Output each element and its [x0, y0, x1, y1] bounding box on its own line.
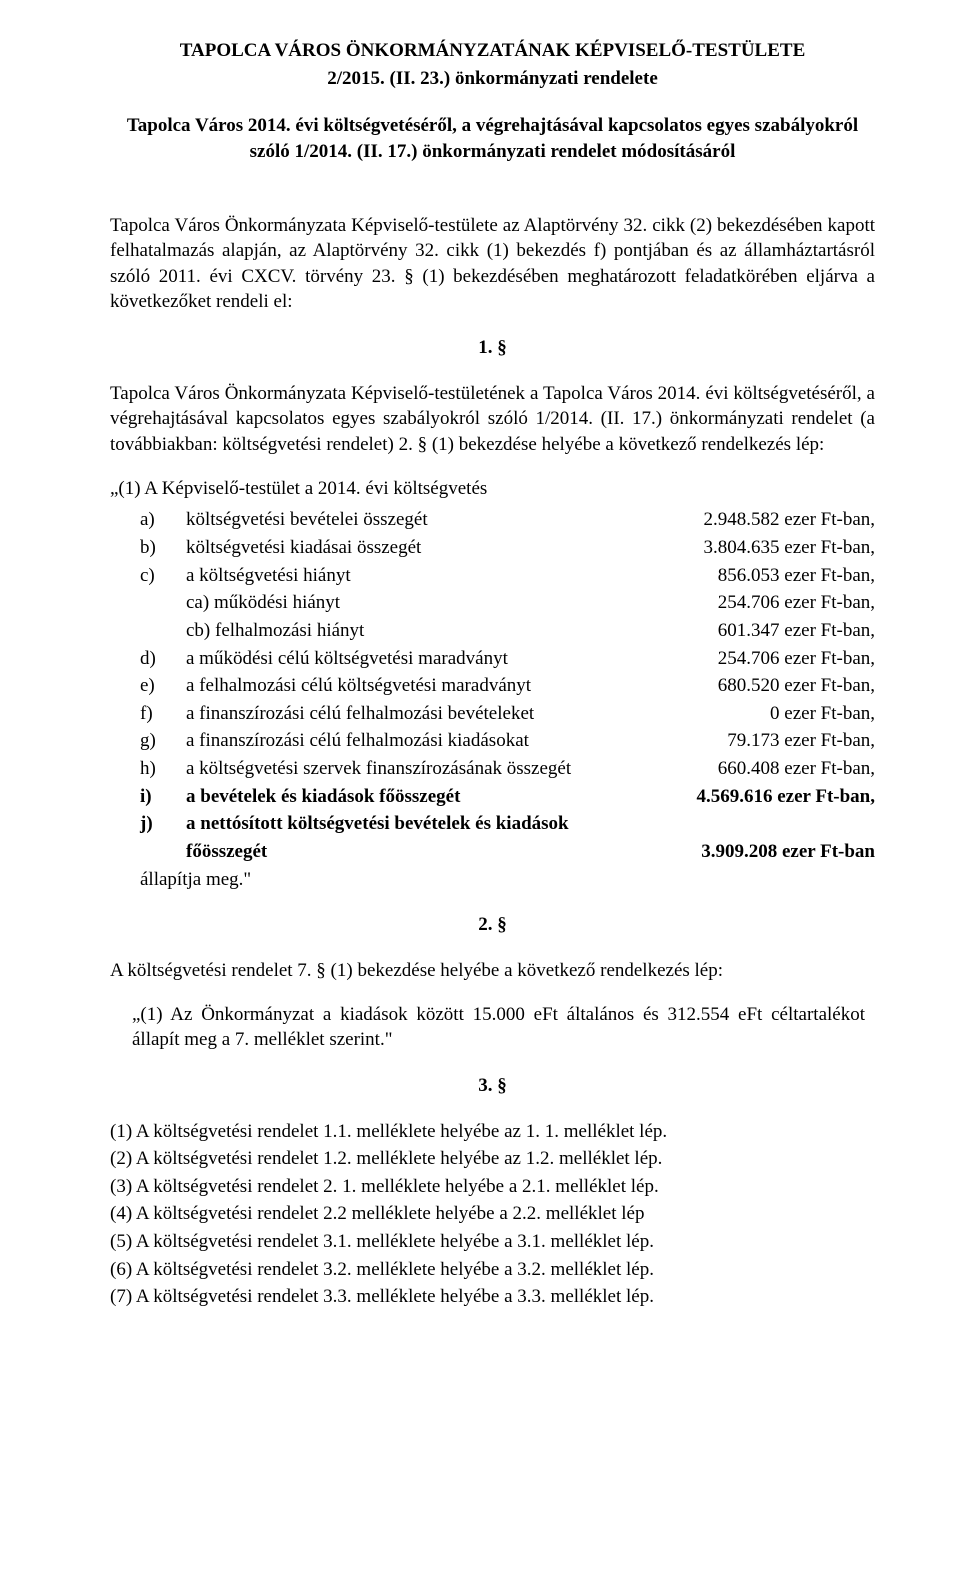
- row-letter: d): [110, 646, 186, 672]
- row-value: 680.520 ezer Ft-ban,: [657, 673, 875, 699]
- row-value: 2.948.582 ezer Ft-ban,: [657, 507, 875, 533]
- row-value: 254.706 ezer Ft-ban,: [657, 590, 875, 616]
- row-desc: ca) működési hiányt: [186, 590, 657, 616]
- row-letter: f): [110, 701, 186, 727]
- row-letter: j): [110, 811, 186, 837]
- budget-row: cb) felhalmozási hiányt601.347 ezer Ft-b…: [110, 618, 875, 644]
- section-1-list-intro: „(1) A Képviselő-testület a 2014. évi kö…: [110, 476, 875, 502]
- budget-row: h)a költségvetési szervek finanszírozásá…: [110, 756, 875, 782]
- attachment-line: (7) A költségvetési rendelet 3.3. mellék…: [110, 1284, 875, 1310]
- budget-list: a)költségvetési bevételei összegét2.948.…: [110, 507, 875, 864]
- attachment-list: (1) A költségvetési rendelet 1.1. mellék…: [110, 1119, 875, 1310]
- row-desc: a bevételek és kiadások főösszegét: [186, 784, 657, 810]
- attachment-line: (5) A költségvetési rendelet 3.1. mellék…: [110, 1229, 875, 1255]
- row-desc: a finanszírozási célú felhalmozási bevét…: [186, 701, 657, 727]
- budget-row: ca) működési hiányt254.706 ezer Ft-ban,: [110, 590, 875, 616]
- row-letter: c): [110, 563, 186, 589]
- row-value: 79.173 ezer Ft-ban,: [657, 728, 875, 754]
- section-2-num: 2. §: [110, 912, 875, 938]
- budget-row: f)a finanszírozási célú felhalmozási bev…: [110, 701, 875, 727]
- preamble: Tapolca Város Önkormányzata Képviselő-te…: [110, 213, 875, 316]
- budget-row: c)a költségvetési hiányt856.053 ezer Ft-…: [110, 563, 875, 589]
- row-desc: a működési célú költségvetési maradványt: [186, 646, 657, 672]
- row-desc: főösszegét: [186, 839, 657, 865]
- row-letter: h): [110, 756, 186, 782]
- budget-row: d)a működési célú költségvetési maradván…: [110, 646, 875, 672]
- row-value: 254.706 ezer Ft-ban,: [657, 646, 875, 672]
- header-line1: TAPOLCA VÁROS ÖNKORMÁNYZATÁNAK KÉPVISELŐ…: [110, 38, 875, 64]
- document-page: TAPOLCA VÁROS ÖNKORMÁNYZATÁNAK KÉPVISELŐ…: [0, 0, 960, 1350]
- budget-row: e)a felhalmozási célú költségvetési mara…: [110, 673, 875, 699]
- section-1-closing: állapítja meg.": [110, 867, 875, 893]
- budget-row: g)a finanszírozási célú felhalmozási kia…: [110, 728, 875, 754]
- row-desc: a költségvetési szervek finanszírozásána…: [186, 756, 657, 782]
- row-letter: [110, 839, 186, 865]
- header-block: TAPOLCA VÁROS ÖNKORMÁNYZATÁNAK KÉPVISELŐ…: [110, 38, 875, 165]
- row-desc: költségvetési kiadásai összegét: [186, 535, 657, 561]
- row-letter: [110, 590, 186, 616]
- budget-row: a)költségvetési bevételei összegét2.948.…: [110, 507, 875, 533]
- row-value: 3.804.635 ezer Ft-ban,: [657, 535, 875, 561]
- row-value: 856.053 ezer Ft-ban,: [657, 563, 875, 589]
- header-desc: Tapolca Város 2014. évi költségvetéséről…: [110, 113, 875, 164]
- attachment-line: (1) A költségvetési rendelet 1.1. mellék…: [110, 1119, 875, 1145]
- section-1-num: 1. §: [110, 335, 875, 361]
- list-intro-text: „(1) A Képviselő-testület a 2014. évi kö…: [110, 478, 487, 499]
- row-value: 601.347 ezer Ft-ban,: [657, 618, 875, 644]
- row-value: 660.408 ezer Ft-ban,: [657, 756, 875, 782]
- row-letter: b): [110, 535, 186, 561]
- attachment-line: (6) A költségvetési rendelet 3.2. mellék…: [110, 1257, 875, 1283]
- budget-row: b)költségvetési kiadásai összegét3.804.6…: [110, 535, 875, 561]
- attachment-line: (4) A költségvetési rendelet 2.2 mellékl…: [110, 1201, 875, 1227]
- row-letter: i): [110, 784, 186, 810]
- row-letter: a): [110, 507, 186, 533]
- budget-row: főösszegét3.909.208 ezer Ft-ban: [110, 839, 875, 865]
- attachment-line: (3) A költségvetési rendelet 2. 1. mellé…: [110, 1174, 875, 1200]
- row-desc: a költségvetési hiányt: [186, 563, 657, 589]
- section-1-intro: Tapolca Város Önkormányzata Képviselő-te…: [110, 381, 875, 458]
- budget-row: i)a bevételek és kiadások főösszegét4.56…: [110, 784, 875, 810]
- header-line2: 2/2015. (II. 23.) önkormányzati rendelet…: [110, 66, 875, 92]
- row-desc: a nettósított költségvetési bevételek és…: [186, 811, 657, 837]
- attachment-line: (2) A költségvetési rendelet 1.2. mellék…: [110, 1146, 875, 1172]
- section-2-quote: „(1) Az Önkormányzat a kiadások között 1…: [110, 1002, 875, 1053]
- row-value: 4.569.616 ezer Ft-ban,: [657, 784, 875, 810]
- row-desc: költségvetési bevételei összegét: [186, 507, 657, 533]
- row-value: 0 ezer Ft-ban,: [657, 701, 875, 727]
- row-letter: e): [110, 673, 186, 699]
- row-desc: a felhalmozási célú költségvetési maradv…: [186, 673, 657, 699]
- row-value: [657, 811, 875, 837]
- row-letter: g): [110, 728, 186, 754]
- row-desc: a finanszírozási célú felhalmozási kiadá…: [186, 728, 657, 754]
- section-2-text: A költségvetési rendelet 7. § (1) bekezd…: [110, 958, 875, 984]
- section-3-num: 3. §: [110, 1073, 875, 1099]
- row-letter: [110, 618, 186, 644]
- row-desc: cb) felhalmozási hiányt: [186, 618, 657, 644]
- budget-row: j)a nettósított költségvetési bevételek …: [110, 811, 875, 837]
- row-value: 3.909.208 ezer Ft-ban: [657, 839, 875, 865]
